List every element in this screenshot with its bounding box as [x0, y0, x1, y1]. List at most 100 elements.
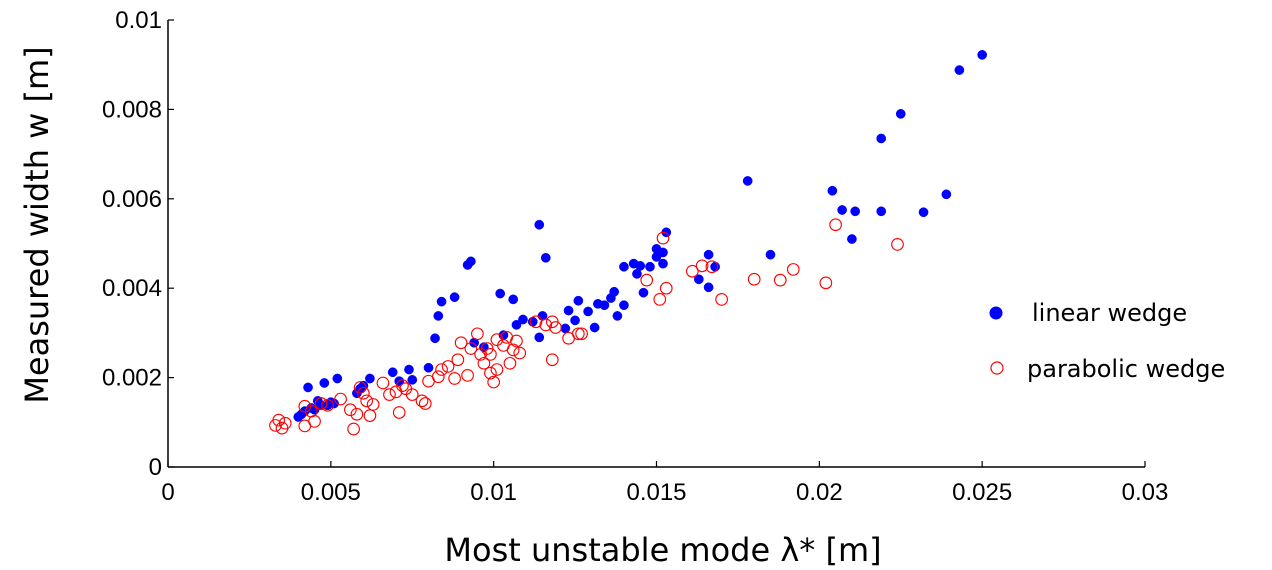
parabolic-wedge-point	[431, 370, 445, 384]
linear-wedge-point	[827, 185, 838, 196]
linear-wedge-point	[303, 382, 313, 393]
parabolic-wedge-point	[571, 327, 585, 341]
parabolic-wedge-point	[272, 413, 286, 427]
linear-wedge-point	[703, 249, 714, 260]
linear-wedge-point	[765, 249, 776, 260]
linear-wedge-point	[710, 261, 720, 272]
parabolic-wedge-point	[539, 318, 553, 332]
linear-wedge-series	[293, 50, 988, 422]
legend-marker-parabolic	[990, 361, 1004, 375]
parabolic-wedge-point	[418, 397, 432, 410]
linear-wedge-point	[540, 252, 551, 263]
y-tick-label: 0.01	[115, 7, 162, 34]
parabolic-wedge-point	[510, 334, 523, 348]
legend-label-parabolic: parabolic wedge	[1027, 355, 1225, 383]
linear-wedge-point	[430, 333, 440, 344]
linear-wedge-point	[433, 311, 444, 321]
parabolic-wedge-point	[513, 346, 527, 360]
parabolic-wedge-point	[819, 276, 833, 290]
linear-wedge-point	[941, 189, 952, 200]
parabolic-wedge-point	[363, 409, 377, 422]
linear-wedge-point	[573, 295, 584, 306]
y-axis-title: Measured width w [m]	[18, 46, 56, 403]
parabolic-wedge-point	[464, 342, 478, 355]
linear-wedge-point	[645, 261, 655, 272]
legend-marker-linear	[989, 306, 1003, 320]
x-tick-label: 0.02	[796, 479, 843, 506]
data-points	[269, 50, 988, 436]
linear-wedge-point	[527, 316, 538, 327]
linear-wedge-point	[658, 258, 668, 269]
linear-wedge-point	[837, 205, 847, 215]
linear-wedge-point	[977, 50, 988, 60]
y-tick-label: 0	[149, 454, 162, 481]
parabolic-wedge-point	[484, 348, 497, 361]
parabolic-wedge-point	[308, 415, 321, 428]
y-tick-label: 0.008	[102, 96, 162, 123]
parabolic-wedge-point	[461, 369, 474, 382]
linear-wedge-point	[423, 362, 434, 373]
linear-wedge-point	[609, 286, 620, 297]
linear-wedge-point	[511, 320, 522, 330]
linear-wedge-point	[742, 176, 753, 186]
parabolic-wedge-point	[344, 403, 357, 417]
parabolic-wedge-point	[471, 327, 484, 341]
linear-wedge-point	[895, 109, 906, 119]
linear-wedge-point	[407, 374, 418, 385]
linear-wedge-point	[918, 207, 929, 218]
linear-wedge-point	[693, 274, 704, 285]
linear-wedge-point	[449, 292, 460, 302]
parabolic-wedge-point	[640, 273, 654, 287]
parabolic-wedge-point	[653, 293, 667, 306]
linear-wedge-point	[583, 306, 593, 317]
parabolic-wedge-point	[298, 399, 312, 413]
linear-wedge-point	[560, 323, 571, 334]
x-tick-label: 0.03	[1122, 479, 1169, 506]
linear-wedge-point	[466, 256, 476, 267]
linear-wedge-point	[703, 282, 714, 293]
parabolic-wedge-point	[506, 343, 520, 357]
parabolic-wedge-point	[392, 406, 406, 419]
parabolic-wedge-point	[454, 336, 468, 350]
y-tick-label: 0.002	[102, 365, 162, 392]
parabolic-wedge-point	[747, 272, 761, 286]
parabolic-wedge-point	[575, 327, 588, 341]
parabolic-wedge-point	[656, 231, 670, 245]
linear-wedge-point	[534, 219, 545, 230]
linear-wedge-point	[612, 311, 623, 321]
linear-wedge-point	[404, 364, 414, 375]
parabolic-wedge-point	[487, 375, 501, 389]
parabolic-wedge-point	[685, 264, 699, 278]
linear-wedge-point	[876, 206, 887, 217]
parabolic-wedge-point	[448, 372, 461, 385]
parabolic-wedge-point	[891, 238, 904, 251]
parabolic-wedge-point	[705, 260, 719, 274]
linear-wedge-point	[635, 261, 646, 271]
parabolic-wedge-point	[451, 353, 465, 367]
parabolic-wedge-point	[484, 366, 497, 380]
parabolic-wedge-point	[350, 407, 364, 421]
linear-wedge-point	[332, 373, 343, 384]
parabolic-wedge-point	[659, 281, 673, 295]
linear-wedge-point	[847, 234, 857, 244]
x-tick-label: 0.015	[626, 479, 686, 506]
linear-wedge-point	[876, 133, 887, 144]
parabolic-wedge-point	[490, 363, 504, 376]
parabolic-wedge-point	[278, 416, 292, 430]
linear-wedge-point	[619, 261, 629, 272]
parabolic-wedge-series	[269, 218, 904, 436]
linear-wedge-point	[495, 288, 506, 299]
parabolic-wedge-point	[773, 273, 787, 287]
parabolic-wedge-point	[366, 398, 380, 411]
parabolic-wedge-point	[786, 263, 800, 276]
x-tick-label: 0.005	[301, 479, 361, 506]
legend: linear wedge parabolic wedge	[989, 299, 1225, 383]
parabolic-wedge-point	[383, 388, 396, 401]
parabolic-wedge-point	[321, 398, 334, 412]
ticks: 0 0.005 0.01 0.015 0.02 0.025 0.03 0 0.002 0.004 0…	[102, 7, 1168, 506]
linear-wedge-point	[570, 315, 580, 326]
parabolic-wedge-point	[829, 218, 842, 232]
parabolic-wedge-point	[347, 422, 360, 436]
x-axis-title: Most unstable mode λ* [m]	[444, 531, 881, 569]
